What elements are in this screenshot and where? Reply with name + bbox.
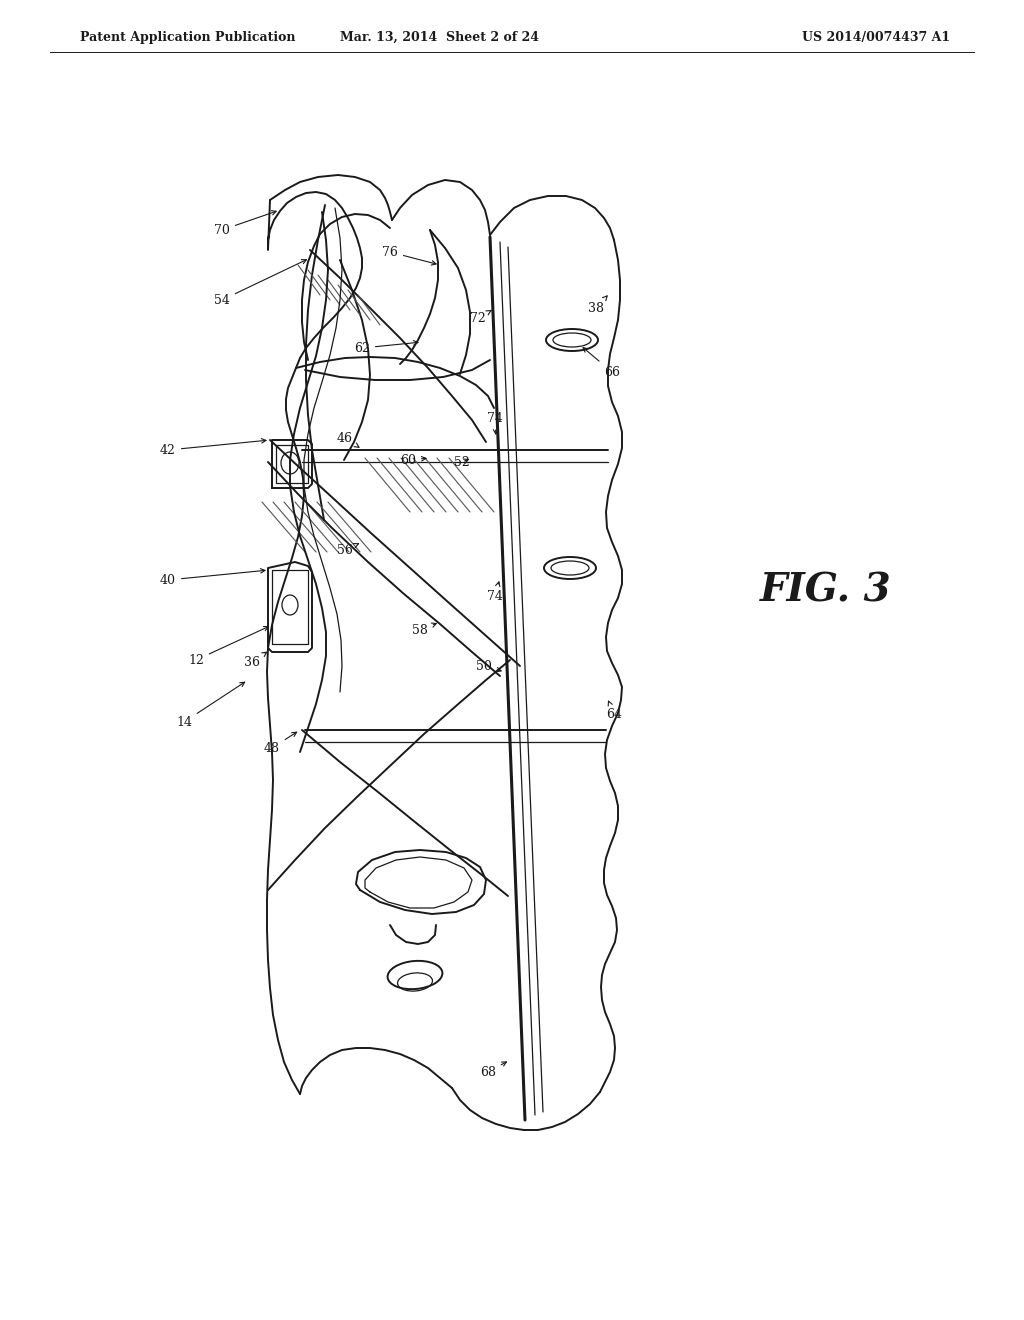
Text: Patent Application Publication: Patent Application Publication	[80, 30, 296, 44]
Text: 42: 42	[160, 438, 266, 457]
Text: US 2014/0074437 A1: US 2014/0074437 A1	[802, 30, 950, 44]
Text: 36: 36	[244, 652, 266, 668]
Text: 66: 66	[583, 347, 620, 379]
Text: 74: 74	[487, 412, 503, 434]
Text: 76: 76	[382, 246, 436, 265]
Text: 14: 14	[176, 682, 245, 729]
Text: 72: 72	[470, 310, 492, 325]
Text: 38: 38	[588, 296, 607, 314]
Text: 52: 52	[454, 455, 470, 469]
Text: 68: 68	[480, 1061, 507, 1078]
Text: 54: 54	[214, 260, 306, 306]
Text: 50: 50	[476, 660, 501, 672]
Text: 12: 12	[188, 627, 268, 667]
Text: Mar. 13, 2014  Sheet 2 of 24: Mar. 13, 2014 Sheet 2 of 24	[341, 30, 540, 44]
Text: 74: 74	[487, 582, 503, 602]
Text: 40: 40	[160, 569, 265, 586]
Text: 62: 62	[354, 341, 418, 355]
Text: 56: 56	[337, 544, 358, 557]
Text: 46: 46	[337, 432, 359, 447]
Text: 48: 48	[264, 733, 297, 755]
Text: 60: 60	[400, 454, 426, 466]
Text: 70: 70	[214, 211, 276, 236]
Text: FIG. 3: FIG. 3	[760, 572, 892, 609]
Text: 64: 64	[606, 701, 622, 721]
Text: 58: 58	[412, 623, 436, 636]
